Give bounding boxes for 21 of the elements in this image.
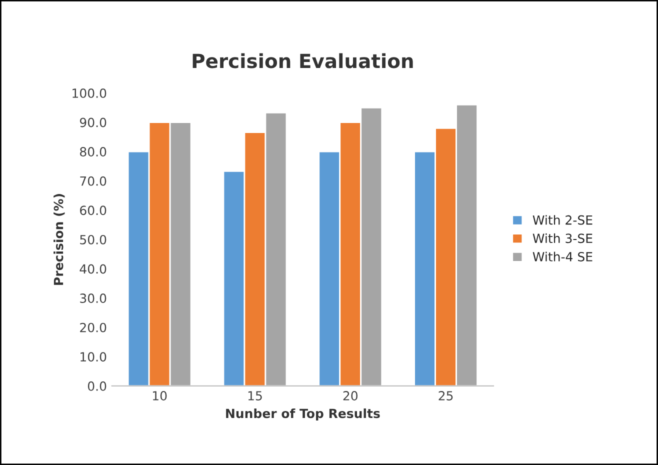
y-tick-label: 40.0 bbox=[80, 264, 106, 274]
x-tick-label: 15 bbox=[248, 391, 262, 400]
y-axis-title: Precision (%) bbox=[54, 194, 65, 285]
y-tick-label: 10.0 bbox=[80, 352, 106, 362]
x-tick-label: 20 bbox=[343, 391, 358, 400]
y-tick-label: 90.0 bbox=[80, 118, 106, 128]
x-axis-title: Nunber of Top Results bbox=[226, 408, 380, 421]
y-tick-label: 70.0 bbox=[80, 176, 106, 186]
y-tick-label: 20.0 bbox=[80, 322, 106, 332]
y-tick-label: 60.0 bbox=[80, 206, 106, 216]
x-tick-label: 10 bbox=[152, 391, 167, 400]
y-tick-label: 100.0 bbox=[72, 88, 106, 98]
y-tick-label: 30.0 bbox=[80, 294, 106, 303]
legend-label: With-4 SE bbox=[532, 252, 592, 262]
legend-label: With 3-SE bbox=[532, 233, 592, 244]
y-tick-label: 0.0 bbox=[88, 381, 106, 391]
x-tick-label: 25 bbox=[438, 391, 453, 400]
y-tick-label: 80.0 bbox=[80, 147, 106, 157]
y-tick-label: 50.0 bbox=[80, 234, 106, 244]
legend-label: With 2-SE bbox=[532, 215, 592, 225]
chart-title: Percision Evaluation bbox=[192, 53, 413, 68]
